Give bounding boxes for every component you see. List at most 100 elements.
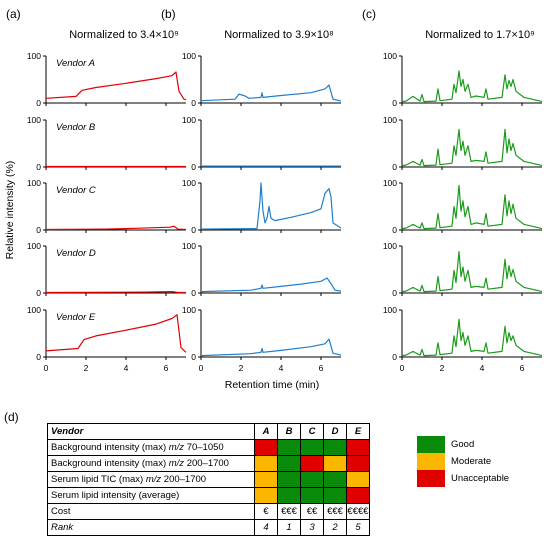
- x-tick-label: 2: [84, 363, 89, 373]
- vendor-label: Vendor A: [56, 58, 95, 69]
- vendor-header-cell: C: [300, 423, 324, 440]
- y-tick-label: 0: [191, 288, 196, 298]
- y-tick-label: 0: [392, 98, 397, 108]
- series-line: [401, 70, 543, 103]
- rating-cell: [277, 455, 301, 472]
- x-tick-label: 4: [124, 363, 129, 373]
- y-tick-label: 0: [36, 98, 41, 108]
- y-tick-label: 0: [36, 162, 41, 172]
- legend-label: Unacceptable: [451, 473, 510, 484]
- y-tick-label: 100: [182, 51, 196, 61]
- rating-cell: [346, 439, 370, 456]
- x-tick-label: 4: [279, 363, 284, 373]
- rank-cell: 1: [277, 519, 301, 536]
- rating-cell: [300, 439, 324, 456]
- chromatogram-grid: (a) Normalized to 3.4×10⁹ 0 100 Vendor A 0 100…: [4, 7, 543, 391]
- vendor-header-cell: D: [323, 423, 347, 440]
- criterion-cell: Background intensity (max) m/z 200–1700: [47, 455, 255, 472]
- criterion-cell: Background intensity (max) m/z 70–1050: [47, 439, 255, 456]
- rating-cell: [323, 487, 347, 504]
- series-line: [200, 338, 342, 357]
- rating-cell: [277, 439, 301, 456]
- rating-cell: [254, 439, 278, 456]
- y-tick-label: 100: [383, 241, 397, 251]
- y-tick-label: 100: [383, 305, 397, 315]
- y-tick-label: 100: [182, 115, 196, 125]
- y-tick-label: 100: [27, 241, 41, 251]
- y-tick-label: 0: [392, 288, 397, 298]
- table-row: Background intensity (max) m/z 200–1700: [47, 455, 370, 472]
- y-tick-label: 100: [383, 51, 397, 61]
- y-tick-label: 0: [36, 225, 41, 235]
- legend-swatch: [417, 453, 445, 470]
- vendor-label: Vendor E: [56, 312, 96, 323]
- rank-cell: 5: [346, 519, 370, 536]
- y-tick-label: 0: [392, 352, 397, 362]
- criterion-cell: Serum lipid TIC (max) m/z 200–1700: [47, 471, 255, 488]
- y-axis-label: Relative intensity (%): [4, 161, 16, 260]
- cost-cell: €€: [300, 503, 324, 520]
- panel-label: (c): [362, 7, 376, 21]
- panel-label: (b): [161, 7, 176, 21]
- rating-cell: [323, 471, 347, 488]
- x-tick-label: 4: [480, 363, 485, 373]
- vendor-evaluation-table: Vendor A B C D E Background intensity (max) m/…: [47, 423, 370, 536]
- y-tick-label: 100: [383, 178, 397, 188]
- y-tick-label: 100: [182, 305, 196, 315]
- rating-legend: Good Moderate Unacceptable: [417, 436, 509, 487]
- table-panel-label: (d): [4, 410, 19, 424]
- vendor-header-cell: E: [346, 423, 370, 440]
- legend-item: Unacceptable: [417, 470, 509, 487]
- series-line: [401, 128, 543, 167]
- rating-cell: [254, 471, 278, 488]
- rank-cell: 2: [323, 519, 347, 536]
- rating-cell: [323, 439, 347, 456]
- x-tick-label: 2: [239, 363, 244, 373]
- vendor-label: Vendor B: [56, 122, 96, 133]
- series-line: [45, 314, 187, 353]
- cost-label-cell: Cost: [47, 503, 255, 520]
- y-tick-label: 0: [392, 162, 397, 172]
- rating-cell: [300, 471, 324, 488]
- vendor-label: Vendor D: [56, 248, 96, 259]
- header-cell: Vendor: [47, 423, 255, 440]
- x-axis-label: Retention time (min): [225, 379, 320, 391]
- y-tick-label: 100: [27, 305, 41, 315]
- cost-row: Cost € €€€ €€ €€€ €€€€: [47, 503, 370, 520]
- cost-cell: €€€: [277, 503, 301, 520]
- series-line: [200, 182, 342, 230]
- cost-cell: €€€: [323, 503, 347, 520]
- y-tick-label: 0: [191, 98, 196, 108]
- rating-cell: [300, 455, 324, 472]
- rank-cell: 3: [300, 519, 324, 536]
- series-line: [45, 291, 186, 294]
- series-line: [401, 251, 543, 293]
- table-header-row: Vendor A B C D E: [47, 423, 370, 440]
- series-line: [45, 71, 187, 101]
- y-tick-label: 100: [27, 178, 41, 188]
- y-tick-label: 0: [392, 225, 397, 235]
- x-tick-label: 2: [440, 363, 445, 373]
- y-tick-label: 100: [182, 178, 196, 188]
- rating-cell: [277, 487, 301, 504]
- legend-label: Moderate: [451, 456, 492, 467]
- legend-swatch: [417, 436, 445, 453]
- rating-cell: [277, 471, 301, 488]
- rank-row: Rank 4 1 3 2 5: [47, 519, 370, 536]
- table-row: Serum lipid TIC (max) m/z 200–1700: [47, 471, 370, 488]
- y-tick-label: 100: [27, 51, 41, 61]
- rating-cell: [254, 455, 278, 472]
- rating-cell: [346, 471, 370, 488]
- x-tick-label: 0: [199, 363, 204, 373]
- x-tick-label: 6: [319, 363, 324, 373]
- x-tick-label: 0: [44, 363, 49, 373]
- series-line: [200, 277, 342, 293]
- rating-cell: [323, 455, 347, 472]
- rating-cell: [346, 487, 370, 504]
- legend-swatch: [417, 470, 445, 487]
- panel-label: (a): [6, 7, 21, 21]
- panel-title: Normalized to 3.9×10⁸: [224, 29, 334, 41]
- series-line: [401, 318, 543, 357]
- table-row: Background intensity (max) m/z 70–1050: [47, 439, 370, 456]
- y-tick-label: 100: [383, 115, 397, 125]
